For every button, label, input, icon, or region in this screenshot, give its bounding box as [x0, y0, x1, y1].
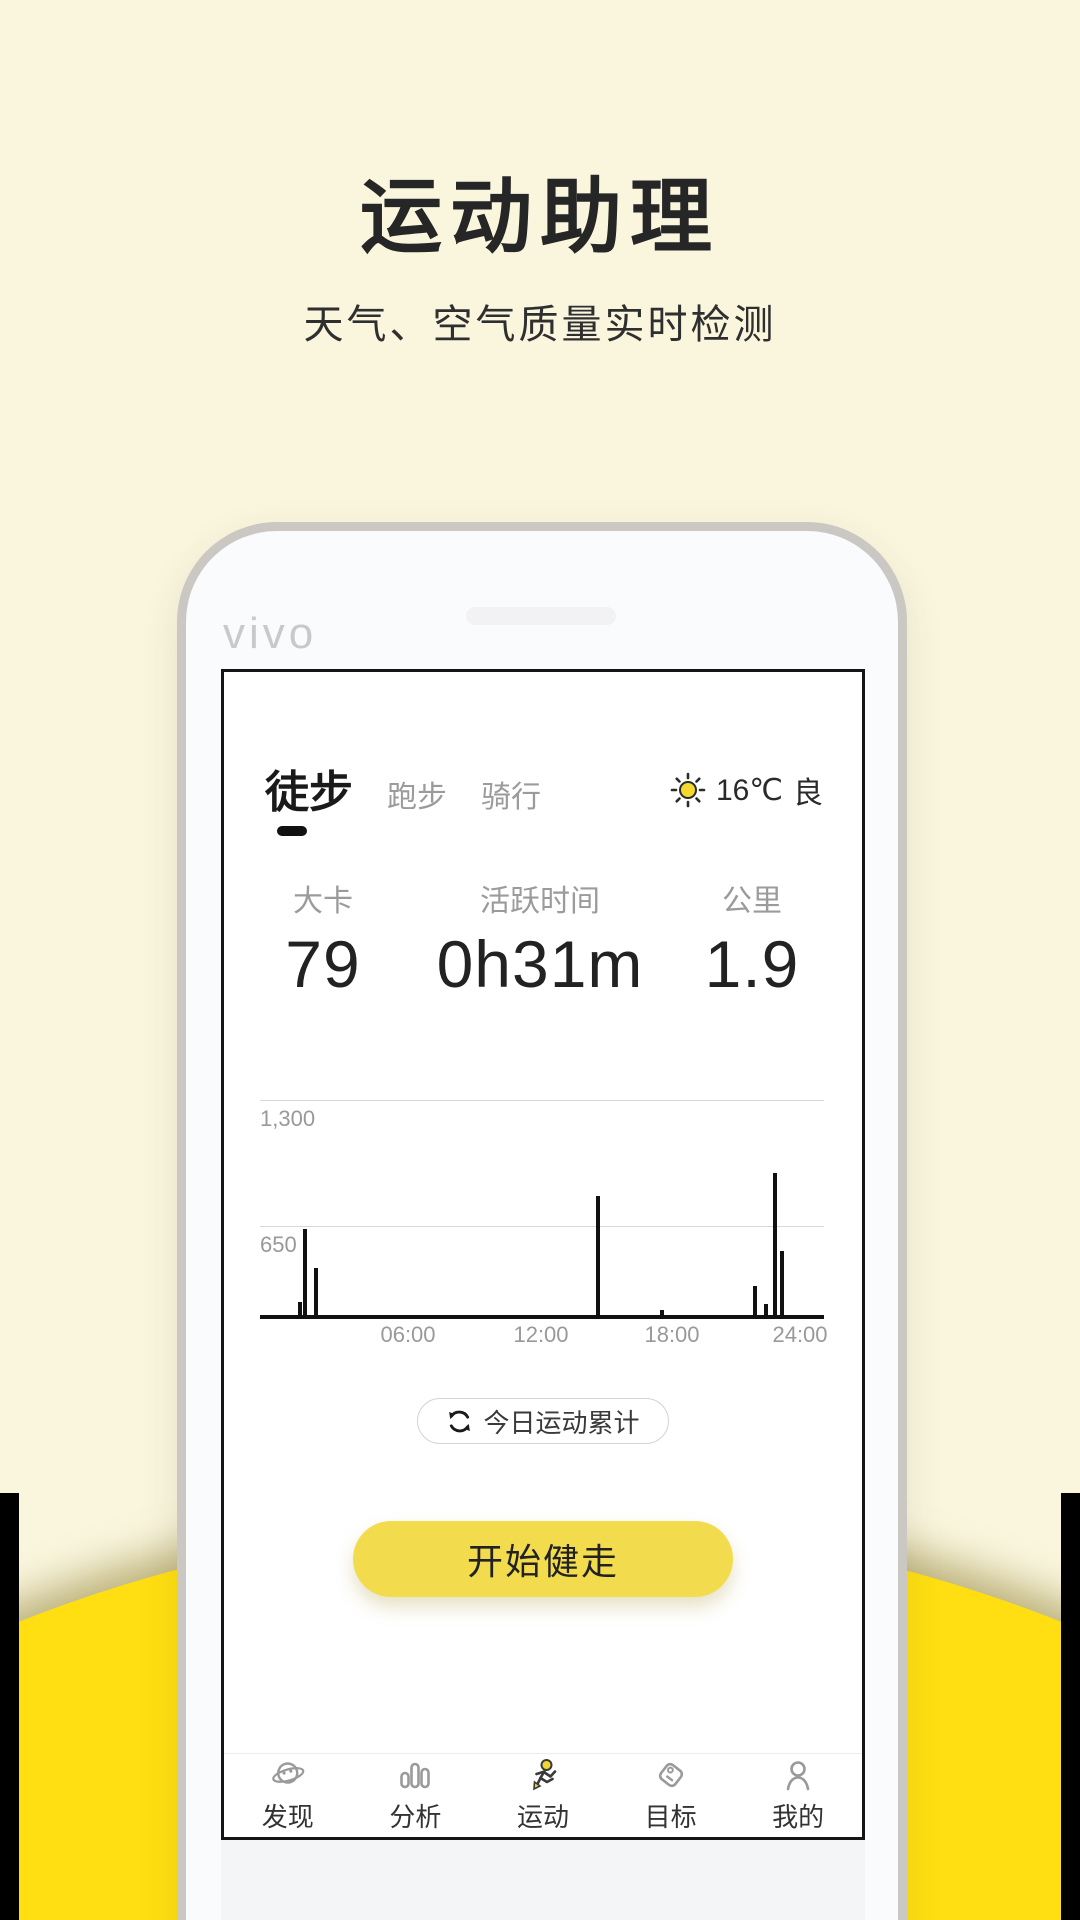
- bottom-right-black-corner: [1061, 1493, 1080, 1920]
- vivo-logo: vivo: [223, 609, 318, 658]
- nav-label-analysis: 分析: [389, 1801, 442, 1832]
- weather-temp: 16℃: [715, 773, 783, 807]
- app-screen: 徒步 跑步 骑行: [221, 669, 865, 1840]
- chart-bar: [314, 1268, 319, 1316]
- start-walking-button[interactable]: 开始健走: [353, 1521, 733, 1597]
- tab-running[interactable]: 跑步: [387, 781, 447, 814]
- nav-item-analysis[interactable]: 分析: [352, 1754, 480, 1837]
- chart-bar: [780, 1251, 784, 1316]
- ytick-650: 650: [260, 1232, 297, 1257]
- analysis-icon: [400, 1762, 431, 1788]
- nav-label-discover: 发现: [261, 1801, 314, 1832]
- phone-chin-area: [221, 1840, 865, 1920]
- weather-widget[interactable]: 16℃ 良: [670, 768, 823, 812]
- xtick-1200: 12:00: [513, 1322, 569, 1347]
- stat-distance-value: 1.9: [704, 927, 800, 1001]
- chart-bar: [596, 1195, 601, 1316]
- discover-icon: [271, 1761, 305, 1784]
- chart-bar: [303, 1229, 308, 1316]
- chart-bars: [224, 672, 862, 1316]
- stat-calories-value: 79: [285, 927, 361, 1001]
- tab-walking[interactable]: 徒步: [265, 756, 353, 836]
- chart-bar: [752, 1285, 757, 1316]
- chart-baseline: [260, 1315, 824, 1319]
- tab-cycling[interactable]: 骑行: [481, 781, 541, 814]
- bottom-navbar: 发现 分析: [224, 1753, 862, 1837]
- gridline-1300: [260, 1100, 824, 1101]
- xtick-1800: 18:00: [644, 1322, 700, 1347]
- stat-calories: 大卡 79: [285, 876, 360, 1002]
- tab-walking-label: 徒步: [265, 768, 353, 817]
- nav-item-profile[interactable]: 我的: [734, 1754, 862, 1837]
- daily-summary-button[interactable]: 今日运动累计: [417, 1398, 669, 1444]
- stat-calories-label: 大卡: [292, 885, 353, 918]
- nav-label-goal: 目标: [644, 1801, 697, 1832]
- gridline-650: [260, 1226, 824, 1227]
- stat-active-time-label: 活跃时间: [480, 885, 600, 918]
- chart-bar: [772, 1172, 777, 1316]
- chart-bar: [763, 1303, 768, 1316]
- sport-mode-tabs: 徒步 跑步 骑行: [265, 756, 541, 836]
- goal-icon: [658, 1762, 683, 1787]
- stat-active-time: 活跃时间 0h31m: [437, 876, 644, 1002]
- refresh-icon: [449, 1410, 471, 1432]
- page-subtitle: 天气、空气质量实时检测: [303, 303, 777, 347]
- earpiece-slot: [466, 607, 616, 625]
- runner-icon: [533, 1758, 557, 1790]
- xtick-0600: 06:00: [380, 1322, 436, 1347]
- stat-distance-label: 公里: [722, 885, 782, 918]
- nav-label-sport: 运动: [516, 1801, 569, 1832]
- profile-icon: [786, 1760, 810, 1790]
- page-title: 运动助理: [359, 172, 720, 263]
- ytick-1300: 1,300: [260, 1106, 316, 1131]
- chart-bar: [297, 1302, 302, 1316]
- bottom-left-black-corner: [0, 1493, 19, 1920]
- nav-item-sport[interactable]: 运动: [479, 1754, 607, 1837]
- daily-summary-label: 今日运动累计: [483, 1407, 640, 1438]
- chart-bar: [659, 1309, 664, 1316]
- active-tab-underline: [277, 826, 307, 836]
- nav-item-discover[interactable]: 发现: [224, 1754, 352, 1837]
- phone-mockup: vivo 徒步 跑步 骑行: [177, 522, 907, 1920]
- nav-item-goal[interactable]: 目标: [607, 1754, 735, 1837]
- sun-icon: [670, 772, 706, 808]
- stat-active-time-value: 0h31m: [436, 927, 644, 1001]
- air-quality-badge: 良: [793, 777, 823, 810]
- stat-distance: 公里 1.9: [705, 876, 800, 1002]
- xtick-2400: 24:00: [772, 1322, 828, 1347]
- nav-label-profile: 我的: [772, 1801, 825, 1832]
